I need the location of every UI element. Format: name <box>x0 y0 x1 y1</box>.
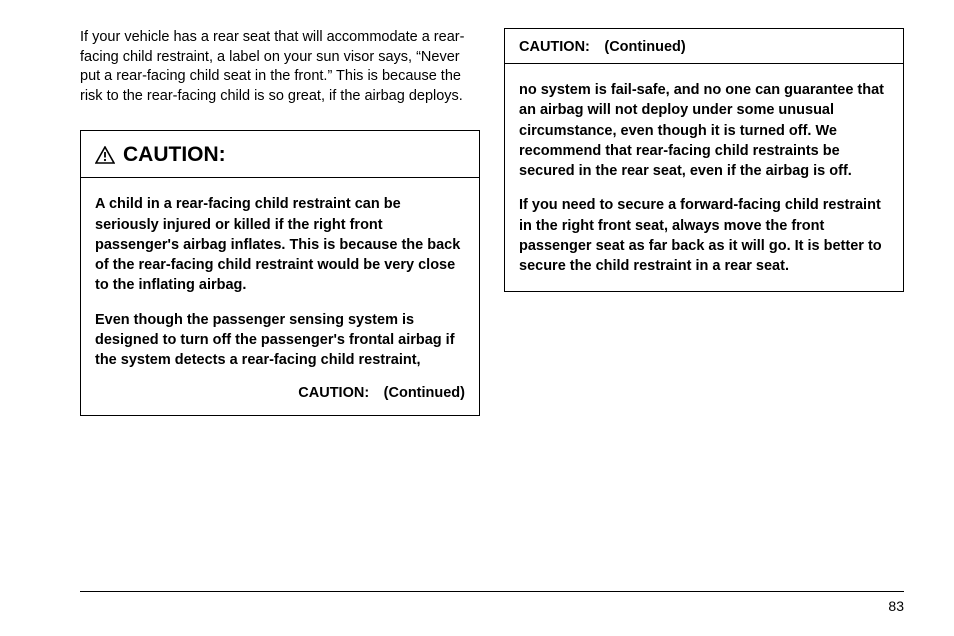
caution-body-left: A child in a rear-facing child restraint… <box>81 178 479 414</box>
caution-continued-paragraph-1: no system is fail-safe, and no one can g… <box>519 80 889 181</box>
warning-triangle-icon <box>95 146 115 164</box>
intro-paragraph: If your vehicle has a rear seat that wil… <box>80 28 480 106</box>
caution-continued-header: CAUTION: (Continued) <box>505 29 903 64</box>
page-number: 83 <box>80 598 904 614</box>
caution-box: CAUTION: A child in a rear-facing child … <box>80 130 480 415</box>
caution-body-right: no system is fail-safe, and no one can g… <box>505 64 903 291</box>
caution-continued-paragraph-2: If you need to secure a forward-facing c… <box>519 195 889 276</box>
left-column: If your vehicle has a rear seat that wil… <box>80 28 480 416</box>
caution-continued-box: CAUTION: (Continued) no system is fail-s… <box>504 28 904 292</box>
caution-continued-bottom-label: CAUTION: (Continued) <box>95 385 465 401</box>
right-column: CAUTION: (Continued) no system is fail-s… <box>504 28 904 416</box>
page-footer: 83 <box>80 591 904 614</box>
caution-paragraph-2: Even though the passenger sensing system… <box>95 310 465 371</box>
caution-paragraph-1: A child in a rear-facing child restraint… <box>95 194 465 295</box>
footer-divider <box>80 591 904 592</box>
caution-title: CAUTION: <box>123 143 226 167</box>
caution-header: CAUTION: <box>81 131 479 178</box>
two-column-layout: If your vehicle has a rear seat that wil… <box>80 28 904 416</box>
